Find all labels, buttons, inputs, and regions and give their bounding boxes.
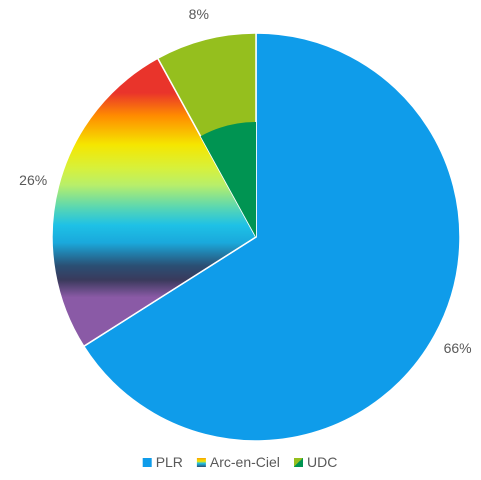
legend: PLR Arc-en-Ciel UDC [142, 454, 337, 470]
legend-item-udc: UDC [294, 454, 337, 470]
legend-label-plr: PLR [156, 454, 183, 470]
pie-data-labels: 66% 26% 8% [19, 6, 471, 356]
data-label-arc-en-ciel: 26% [19, 172, 47, 188]
pie-slices [51, 32, 461, 442]
legend-item-arc-en-ciel: Arc-en-Ciel [196, 454, 280, 470]
pie-slice-arc-en-ciel [51, 57, 257, 348]
legend-item-plr: PLR [142, 454, 183, 470]
pie-slice-udc-inner [200, 122, 256, 237]
legend-swatch-plr [142, 458, 152, 467]
legend-swatch-udc [294, 458, 303, 467]
data-label-plr: 66% [444, 340, 472, 356]
legend-swatch-arc-en-ciel [196, 458, 206, 467]
legend-label-arc-en-ciel: Arc-en-Ciel [210, 454, 280, 470]
pie-slice-plr [82, 32, 461, 442]
legend-label-udc: UDC [307, 454, 337, 470]
data-label-udc: 8% [189, 6, 209, 22]
